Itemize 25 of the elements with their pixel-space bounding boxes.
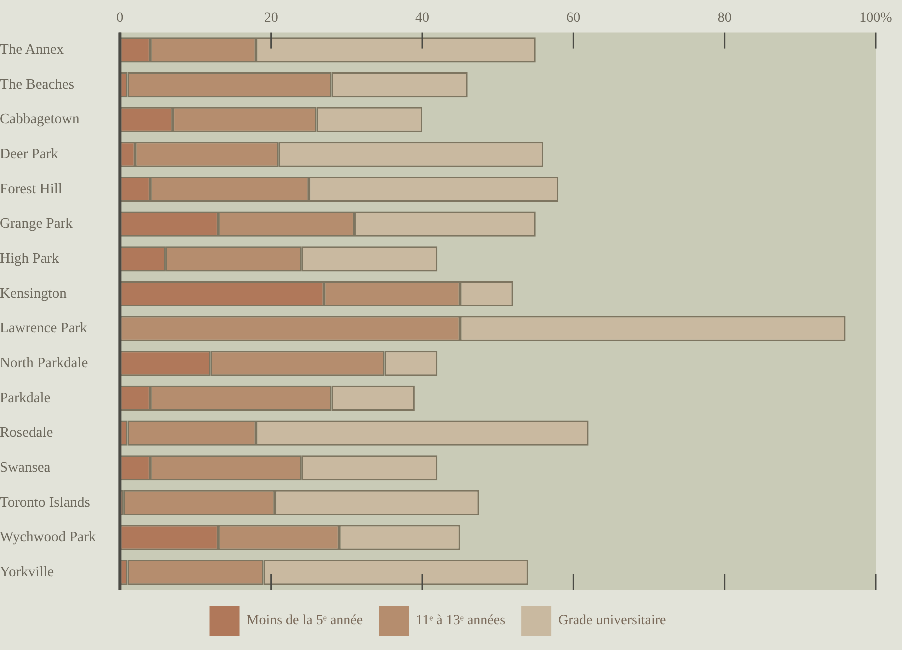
legend-label: Moins de la 5ᵉ année — [246, 614, 364, 629]
y-tick-label: The Annex — [0, 42, 65, 58]
y-tick-label: Grange Park — [0, 216, 74, 232]
y-tick-label: Rosedale — [0, 425, 54, 442]
x-tick-label: 80 — [718, 11, 732, 26]
y-tick-label: Swansea — [0, 460, 52, 476]
y-tick-label: Wychwood Park — [0, 530, 97, 546]
x-tick-label: 0 — [116, 11, 124, 26]
y-tick-label: Parkdale — [0, 390, 51, 406]
y-tick-label: Toronto Islands — [0, 494, 91, 511]
y-tick-label: Cabbagetown — [0, 112, 80, 128]
y-tick-label: Kensington — [0, 286, 68, 302]
y-tick-label: North Parkdale — [0, 355, 88, 372]
y-tick-label: Deer Park — [0, 146, 60, 162]
x-tick-label: 60 — [566, 11, 581, 26]
y-tick-label: The Beaches — [0, 76, 75, 93]
y-tick-label: High Park — [0, 250, 60, 267]
y-tick-label: Lawrence Park — [0, 320, 88, 337]
legend-label: Grade universitaire — [558, 614, 666, 629]
legend-label: 11ᵉ à 13ᵉ années — [416, 614, 506, 629]
y-tick-label: Forest Hill — [0, 181, 62, 198]
x-tick-label: 100% — [860, 11, 893, 26]
x-tick-label: 20 — [264, 11, 278, 26]
y-tick-label: Yorkville — [0, 564, 54, 580]
x-tick-label: 40 — [416, 11, 430, 26]
